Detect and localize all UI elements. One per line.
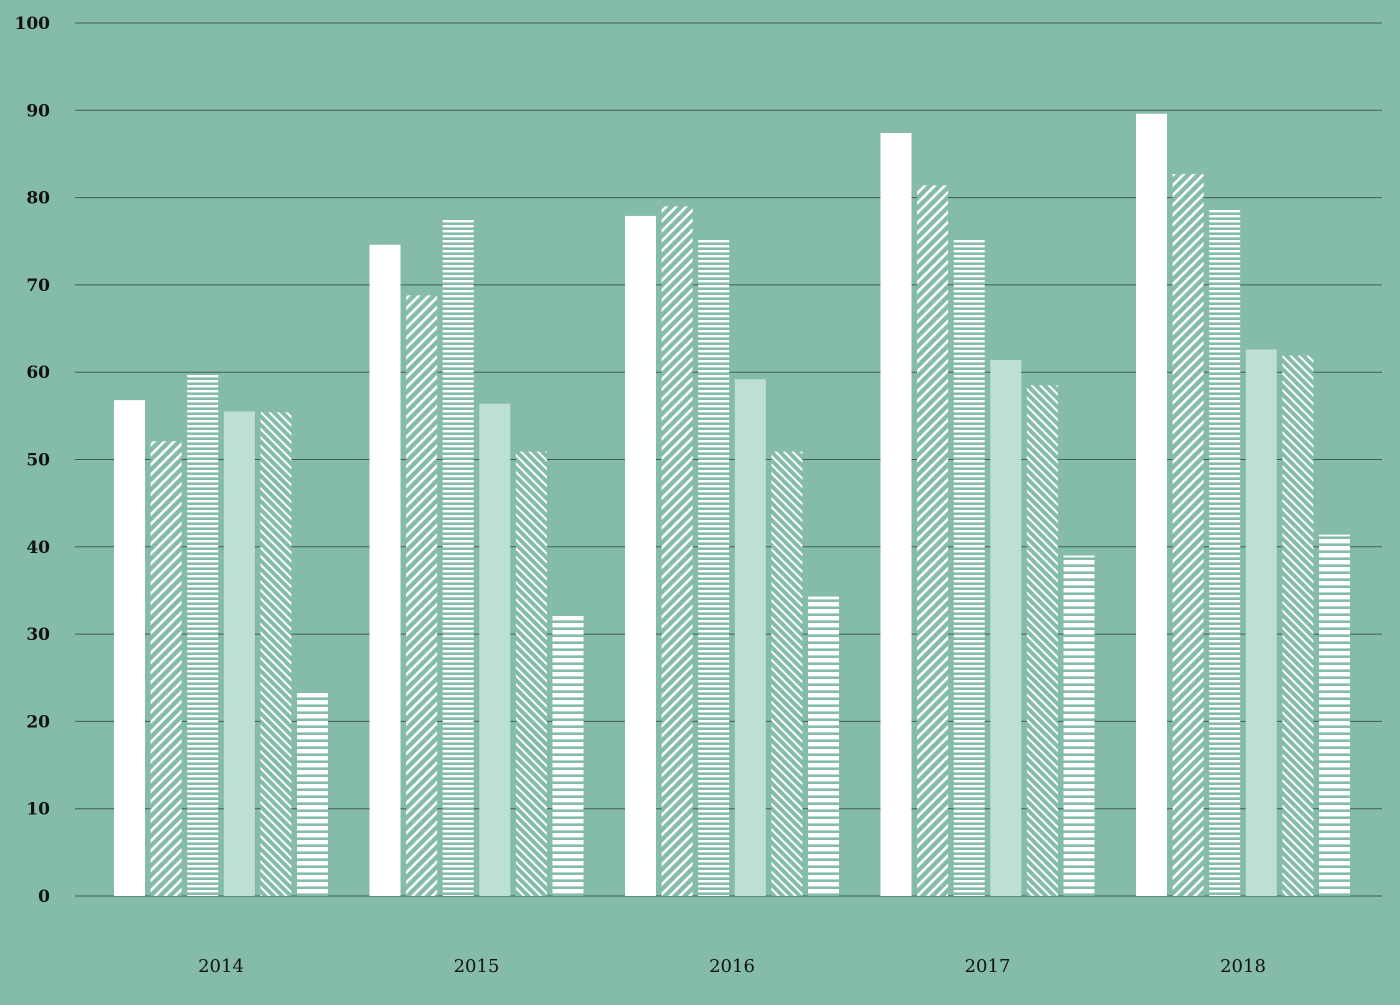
y-tick-label: 70 xyxy=(26,276,50,296)
bar-2016-4 xyxy=(734,379,766,897)
y-tick-label: 80 xyxy=(26,189,50,209)
bar-2014-1 xyxy=(114,400,145,896)
x-tick-label: 2017 xyxy=(965,956,1011,977)
bar-2018-5 xyxy=(1282,355,1314,896)
bar-2016-2 xyxy=(661,206,693,896)
y-tick-label: 90 xyxy=(26,101,50,121)
bar-2017-6 xyxy=(1063,555,1095,896)
bar-2014-6 xyxy=(297,691,328,896)
bar-2014-5 xyxy=(260,412,292,896)
bar-2015-3 xyxy=(442,218,474,896)
bar-2014-2 xyxy=(150,441,182,896)
bars xyxy=(114,113,1350,897)
bar-2018-4 xyxy=(1245,349,1277,896)
y-tick-label: 100 xyxy=(15,14,51,34)
bar-2017-2 xyxy=(917,185,949,897)
bar-2016-3 xyxy=(698,237,730,896)
y-tick-label: 30 xyxy=(26,625,50,645)
x-tick-label: 2015 xyxy=(454,956,500,977)
y-axis-ticks: 0 10 20 30 40 50 60 70 80 90 100 xyxy=(15,14,51,907)
y-tick-label: 50 xyxy=(26,451,50,471)
bar-2016-6 xyxy=(808,596,839,896)
bar-2018-1 xyxy=(1136,113,1167,897)
bar-2015-5 xyxy=(515,451,547,896)
bar-2017-4 xyxy=(990,359,1022,896)
bar-2017-5 xyxy=(1026,385,1058,896)
bar-2014-4 xyxy=(223,411,255,896)
bar-2015-6 xyxy=(552,615,584,896)
y-tick-label: 40 xyxy=(26,538,50,558)
bar-2014-3 xyxy=(187,374,219,897)
y-tick-label: 60 xyxy=(26,363,50,383)
bar-2015-4 xyxy=(479,403,511,896)
y-tick-label: 20 xyxy=(26,712,50,732)
x-tick-label: 2014 xyxy=(198,956,244,977)
bar-2016-1 xyxy=(625,215,656,897)
bar-2015-1 xyxy=(369,244,401,896)
bar-2017-3 xyxy=(953,237,985,896)
bar-2017-1 xyxy=(880,132,912,897)
x-tick-label: 2016 xyxy=(709,956,755,977)
bar-2018-6 xyxy=(1319,534,1350,896)
x-tick-label: 2018 xyxy=(1220,956,1266,977)
y-tick-label: 0 xyxy=(38,887,50,907)
x-axis-ticks: 2014 2015 2016 2017 2018 xyxy=(198,956,1266,977)
y-tick-label: 10 xyxy=(26,800,50,820)
bar-2018-3 xyxy=(1209,208,1241,897)
bar-2016-5 xyxy=(771,451,803,896)
bar-2018-2 xyxy=(1172,174,1204,897)
bar-2015-2 xyxy=(406,295,438,897)
